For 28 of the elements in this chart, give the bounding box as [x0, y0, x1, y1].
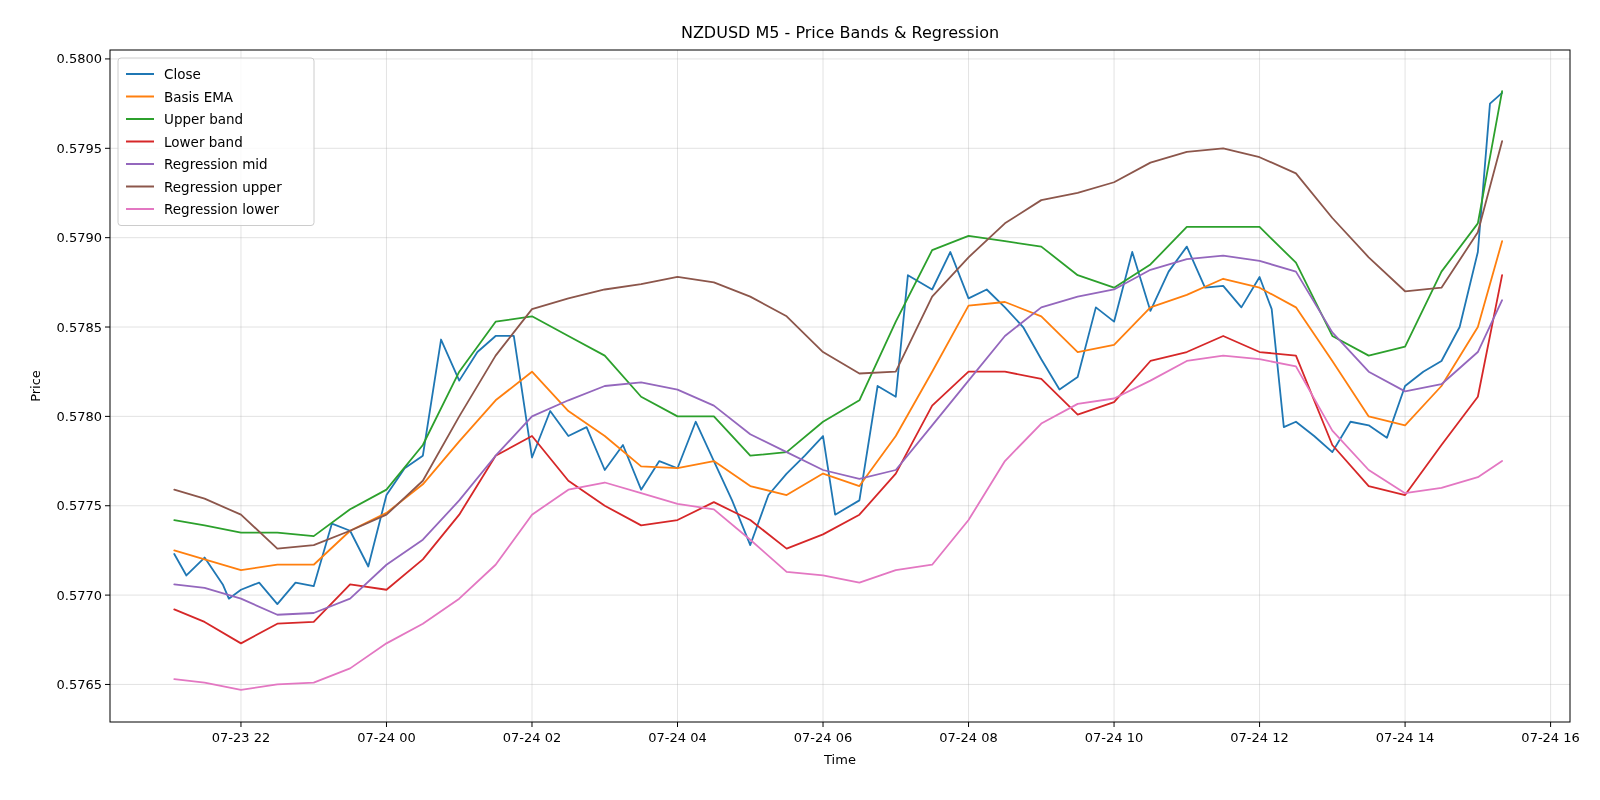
x-tick-label: 07-24 08 — [939, 730, 998, 745]
y-tick-label: 0.5785 — [56, 319, 102, 335]
x-tick-label: 07-24 10 — [1084, 730, 1144, 745]
x-axis-title: Time — [823, 752, 856, 767]
x-tick-label: 07-24 04 — [648, 730, 707, 745]
x-tick-label: 07-24 12 — [1230, 730, 1289, 745]
legend-label: Lower band — [164, 133, 243, 150]
y-tick-label: 0.5775 — [56, 498, 102, 514]
legend-label: Regression lower — [164, 201, 280, 217]
y-tick-label: 0.5790 — [56, 230, 102, 246]
y-tick-label: 0.5765 — [56, 676, 102, 692]
legend-label: Upper band — [164, 111, 244, 127]
y-tick-label: 0.5795 — [56, 140, 102, 156]
legend-label: Basis EMA — [164, 88, 234, 105]
x-tick-label: 07-24 00 — [357, 730, 416, 745]
x-tick-label: 07-24 16 — [1521, 730, 1580, 745]
x-tick-label: 07-24 14 — [1375, 730, 1435, 745]
y-tick-label: 0.5770 — [56, 587, 102, 603]
y-axis-title: Price — [28, 370, 43, 402]
y-tick-label: 0.5800 — [56, 51, 102, 67]
legend-label: Close — [164, 66, 201, 82]
legend-label: Regression mid — [164, 156, 268, 172]
x-tick-label: 07-24 06 — [793, 730, 853, 745]
x-tick-label: 07-23 22 — [211, 730, 271, 745]
x-tick-label: 07-24 02 — [502, 730, 562, 745]
chart-title: NZDUSD M5 - Price Bands & Regression — [680, 23, 1000, 42]
y-tick-label: 0.5780 — [56, 408, 102, 424]
legend-label: Regression upper — [164, 178, 283, 195]
